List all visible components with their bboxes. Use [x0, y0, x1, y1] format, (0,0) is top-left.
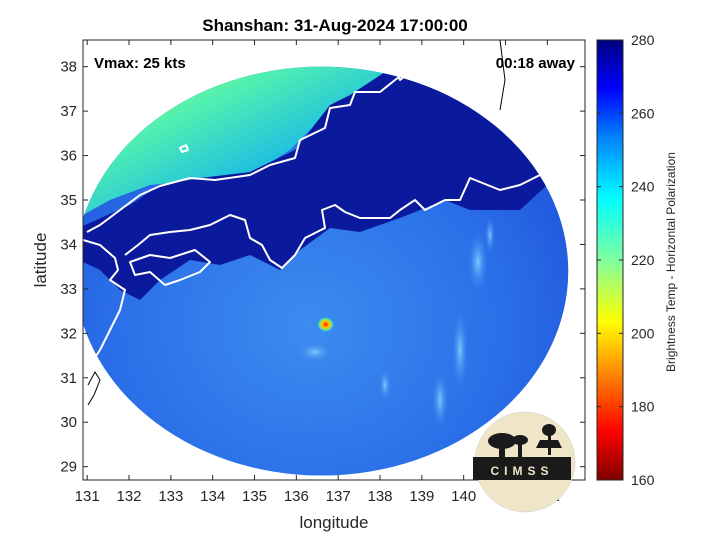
x-tick-label: 132 [117, 488, 142, 505]
plot-area: 131132133134135136137138139140141142 293… [60, 39, 586, 513]
coastline-dark [87, 40, 506, 406]
y-axis-label: latitude [31, 233, 50, 288]
x-tick-label: 131 [75, 488, 100, 505]
y-tick-label: 30 [60, 414, 77, 431]
colorbar-ticks: 160 180 200 220 240 260 280 [597, 32, 655, 488]
plot-frame [82, 39, 586, 481]
colorbar-tick-label: 220 [631, 252, 655, 268]
colorbar-tick-label: 280 [631, 32, 655, 48]
colorbar-tick-label: 240 [631, 179, 655, 195]
cloud-band [297, 342, 333, 362]
y-tick-label: 37 [60, 103, 77, 120]
x-tick-label: 137 [326, 488, 351, 505]
y-tick-label: 38 [60, 59, 77, 76]
x-axis-label: longitude [299, 513, 368, 532]
coastline-honshu [86, 44, 441, 233]
x-tick-label: 136 [284, 488, 309, 505]
scan-footprint [83, 66, 569, 476]
coastline-noto [394, 57, 411, 81]
coastlines [83, 44, 585, 373]
x-tick-label: 134 [200, 488, 225, 505]
coastline-kyushu [83, 239, 126, 373]
x-tick-label: 138 [368, 488, 393, 505]
time-offset-label: 00:18 away [496, 55, 576, 72]
x-tick-label: 140 [451, 488, 476, 505]
x-tick-label: 139 [409, 488, 434, 505]
coastline-small-island [179, 144, 189, 153]
colorbar-gradient [596, 39, 624, 481]
y-tick-label: 34 [60, 236, 77, 253]
y-tick-label: 32 [60, 325, 77, 342]
storm-convective-core [316, 316, 335, 333]
cloud-band [379, 369, 391, 401]
cloud-band [485, 217, 495, 253]
y-tick-label: 29 [60, 459, 77, 476]
colorbar-tick-label: 200 [631, 325, 655, 341]
cloud-band [452, 310, 468, 390]
logo-text: CIMSS [490, 464, 553, 478]
y-tick-label: 31 [60, 370, 77, 387]
x-tick-label: 133 [158, 488, 183, 505]
colorbar-label: Brightness Temp - Horizontal Polarizatio… [664, 152, 678, 372]
y-tick-label: 36 [60, 148, 77, 165]
y-axis: 29 30 31 32 33 34 35 36 37 38 [60, 59, 585, 476]
x-tick-label: 135 [242, 488, 267, 505]
colorbar-tick-label: 160 [631, 472, 655, 488]
coastline-shikoku [129, 249, 211, 286]
cloud-band [468, 232, 488, 292]
y-tick-label: 35 [60, 192, 77, 209]
coastline-pacific [124, 149, 585, 269]
cimss-logo: CIMSS [473, 411, 576, 513]
land-mass [83, 66, 569, 300]
vmax-label: Vmax: 25 kts [94, 55, 186, 72]
colorbar-tick-label: 180 [631, 399, 655, 415]
chart-title: Shanshan: 31-Aug-2024 17:00:00 [202, 16, 468, 35]
cloud-band [432, 370, 448, 430]
colorbar: 160 180 200 220 240 260 280 Brightness Temp - … [596, 32, 678, 488]
colorbar-tick-label: 260 [631, 105, 655, 121]
y-tick-label: 33 [60, 281, 77, 298]
